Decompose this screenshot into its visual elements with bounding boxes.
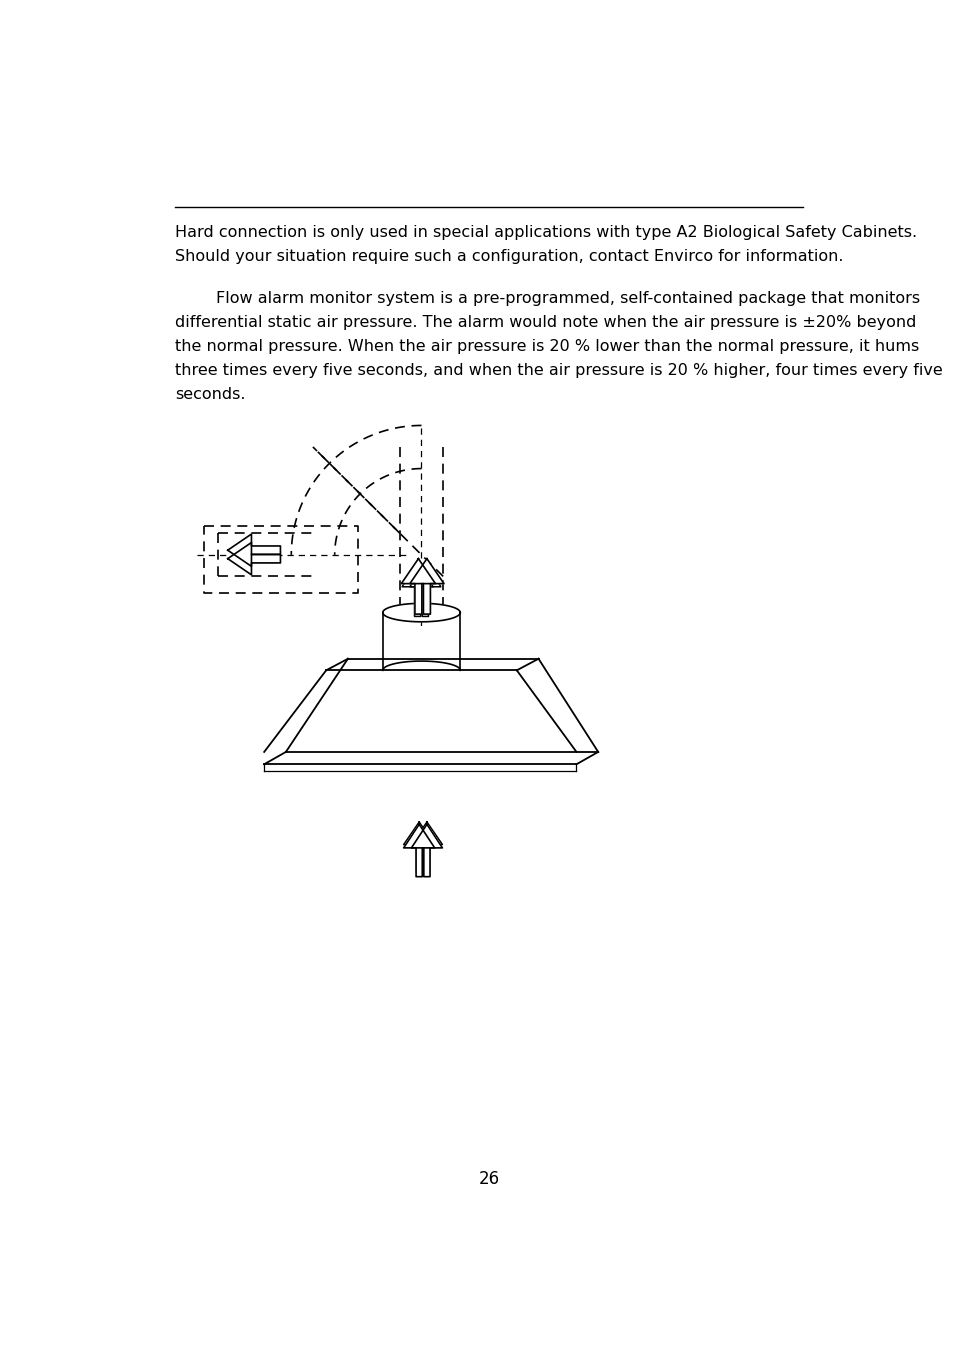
Text: Flow alarm monitor system is a pre-programmed, self-contained package that monit: Flow alarm monitor system is a pre-progr… <box>174 292 920 307</box>
Polygon shape <box>401 559 435 615</box>
Polygon shape <box>402 562 433 616</box>
Text: 26: 26 <box>477 1170 499 1188</box>
Polygon shape <box>403 821 435 871</box>
Polygon shape <box>403 824 435 877</box>
Text: seconds.: seconds. <box>174 386 245 403</box>
Text: differential static air pressure. The alarm would note when the air pressure is : differential static air pressure. The al… <box>174 315 916 331</box>
Polygon shape <box>411 824 442 877</box>
Polygon shape <box>410 562 440 616</box>
Polygon shape <box>228 534 280 566</box>
Text: three times every five seconds, and when the air pressure is 20 % higher, four t: three times every five seconds, and when… <box>174 363 942 378</box>
Polygon shape <box>229 543 277 574</box>
Polygon shape <box>228 543 280 574</box>
Polygon shape <box>411 821 442 871</box>
Polygon shape <box>382 604 459 621</box>
Text: the normal pressure. When the air pressure is 20 % lower than the normal pressur: the normal pressure. When the air pressu… <box>174 339 919 354</box>
Text: Should your situation require such a configuration, contact Envirco for informat: Should your situation require such a con… <box>174 249 842 265</box>
Text: Hard connection is only used in special applications with type A2 Biological Saf: Hard connection is only used in special … <box>174 226 916 240</box>
Polygon shape <box>410 559 443 615</box>
Polygon shape <box>229 535 277 566</box>
